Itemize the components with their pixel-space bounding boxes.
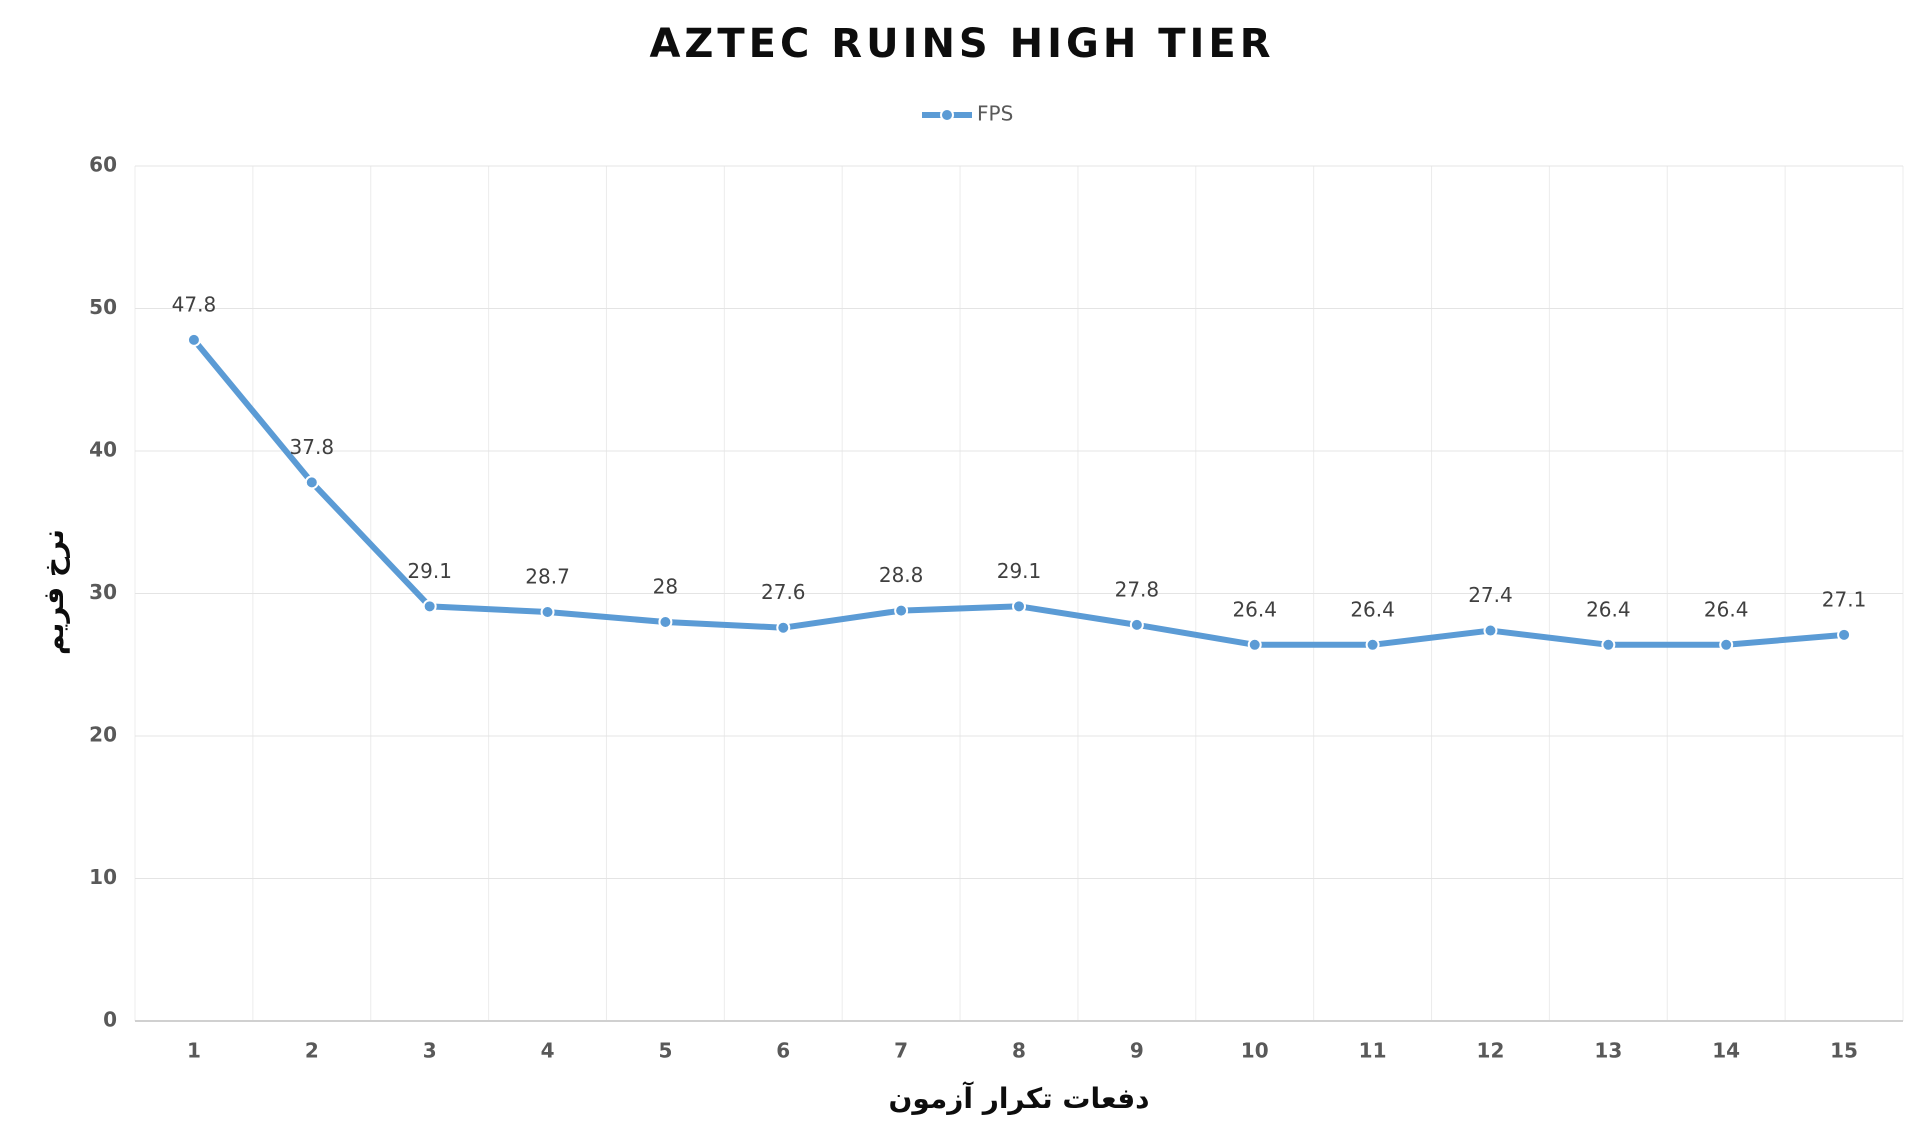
data-label: 27.1 [1822, 587, 1867, 611]
data-label: 27.8 [1115, 577, 1160, 601]
data-label: 26.4 [1704, 597, 1749, 621]
data-point [894, 603, 909, 618]
x-tick-label: 9 [1130, 1039, 1144, 1063]
data-label: 29.1 [997, 559, 1042, 583]
y-tick-label: 60 [89, 153, 117, 177]
y-tick-label: 10 [89, 865, 117, 889]
data-point [1365, 637, 1380, 652]
data-point [1837, 627, 1852, 642]
x-tick-label: 10 [1241, 1039, 1269, 1063]
x-tick-label: 1 [187, 1039, 201, 1063]
x-tick-label: 4 [541, 1039, 555, 1063]
data-label: 28.7 [525, 565, 570, 589]
data-label: 28 [653, 575, 678, 599]
data-point [1719, 637, 1734, 652]
chart-title: AZTEC RUINS HIGH TIER [649, 21, 1274, 67]
y-tick-label: 20 [89, 723, 117, 747]
x-tick-label: 3 [423, 1039, 437, 1063]
data-point [422, 599, 437, 614]
data-label: 28.8 [879, 563, 924, 587]
data-point [1012, 599, 1026, 614]
x-tick-label: 8 [1012, 1039, 1026, 1063]
data-point [186, 332, 201, 347]
data-label: 37.8 [290, 435, 335, 459]
data-label: 29.1 [407, 559, 452, 583]
data-label: 47.8 [172, 292, 217, 316]
y-tick-label: 30 [89, 580, 117, 604]
x-axis-title: دفعات تکرار آزمون [888, 1081, 1149, 1115]
x-tick-label: 7 [894, 1039, 908, 1063]
data-label: 27.6 [761, 580, 806, 604]
x-tick-label: 11 [1359, 1039, 1387, 1063]
y-tick-label: 40 [89, 438, 117, 462]
y-tick-label: 50 [89, 295, 117, 319]
data-label: 27.4 [1468, 583, 1513, 607]
data-point [1247, 637, 1262, 652]
legend-label: FPS [977, 102, 1013, 126]
data-point [1601, 637, 1616, 652]
x-tick-label: 12 [1477, 1039, 1505, 1063]
x-tick-label: 14 [1712, 1039, 1740, 1063]
data-point [776, 620, 791, 635]
data-point [1129, 617, 1144, 632]
x-tick-label: 5 [658, 1039, 672, 1063]
legend-marker [940, 108, 954, 122]
data-point [1483, 623, 1498, 638]
data-point [540, 605, 555, 620]
data-label: 26.4 [1232, 597, 1277, 621]
y-tick-label: 0 [103, 1008, 117, 1032]
x-tick-label: 2 [305, 1039, 319, 1063]
y-axis-title: نرخ فریم [37, 529, 70, 655]
data-label: 26.4 [1586, 597, 1631, 621]
data-label: 26.4 [1350, 597, 1395, 621]
data-point [658, 615, 673, 629]
x-tick-label: 6 [776, 1039, 790, 1063]
x-tick-label: 13 [1594, 1039, 1622, 1063]
x-tick-label: 15 [1830, 1039, 1858, 1063]
data-point [304, 475, 319, 490]
